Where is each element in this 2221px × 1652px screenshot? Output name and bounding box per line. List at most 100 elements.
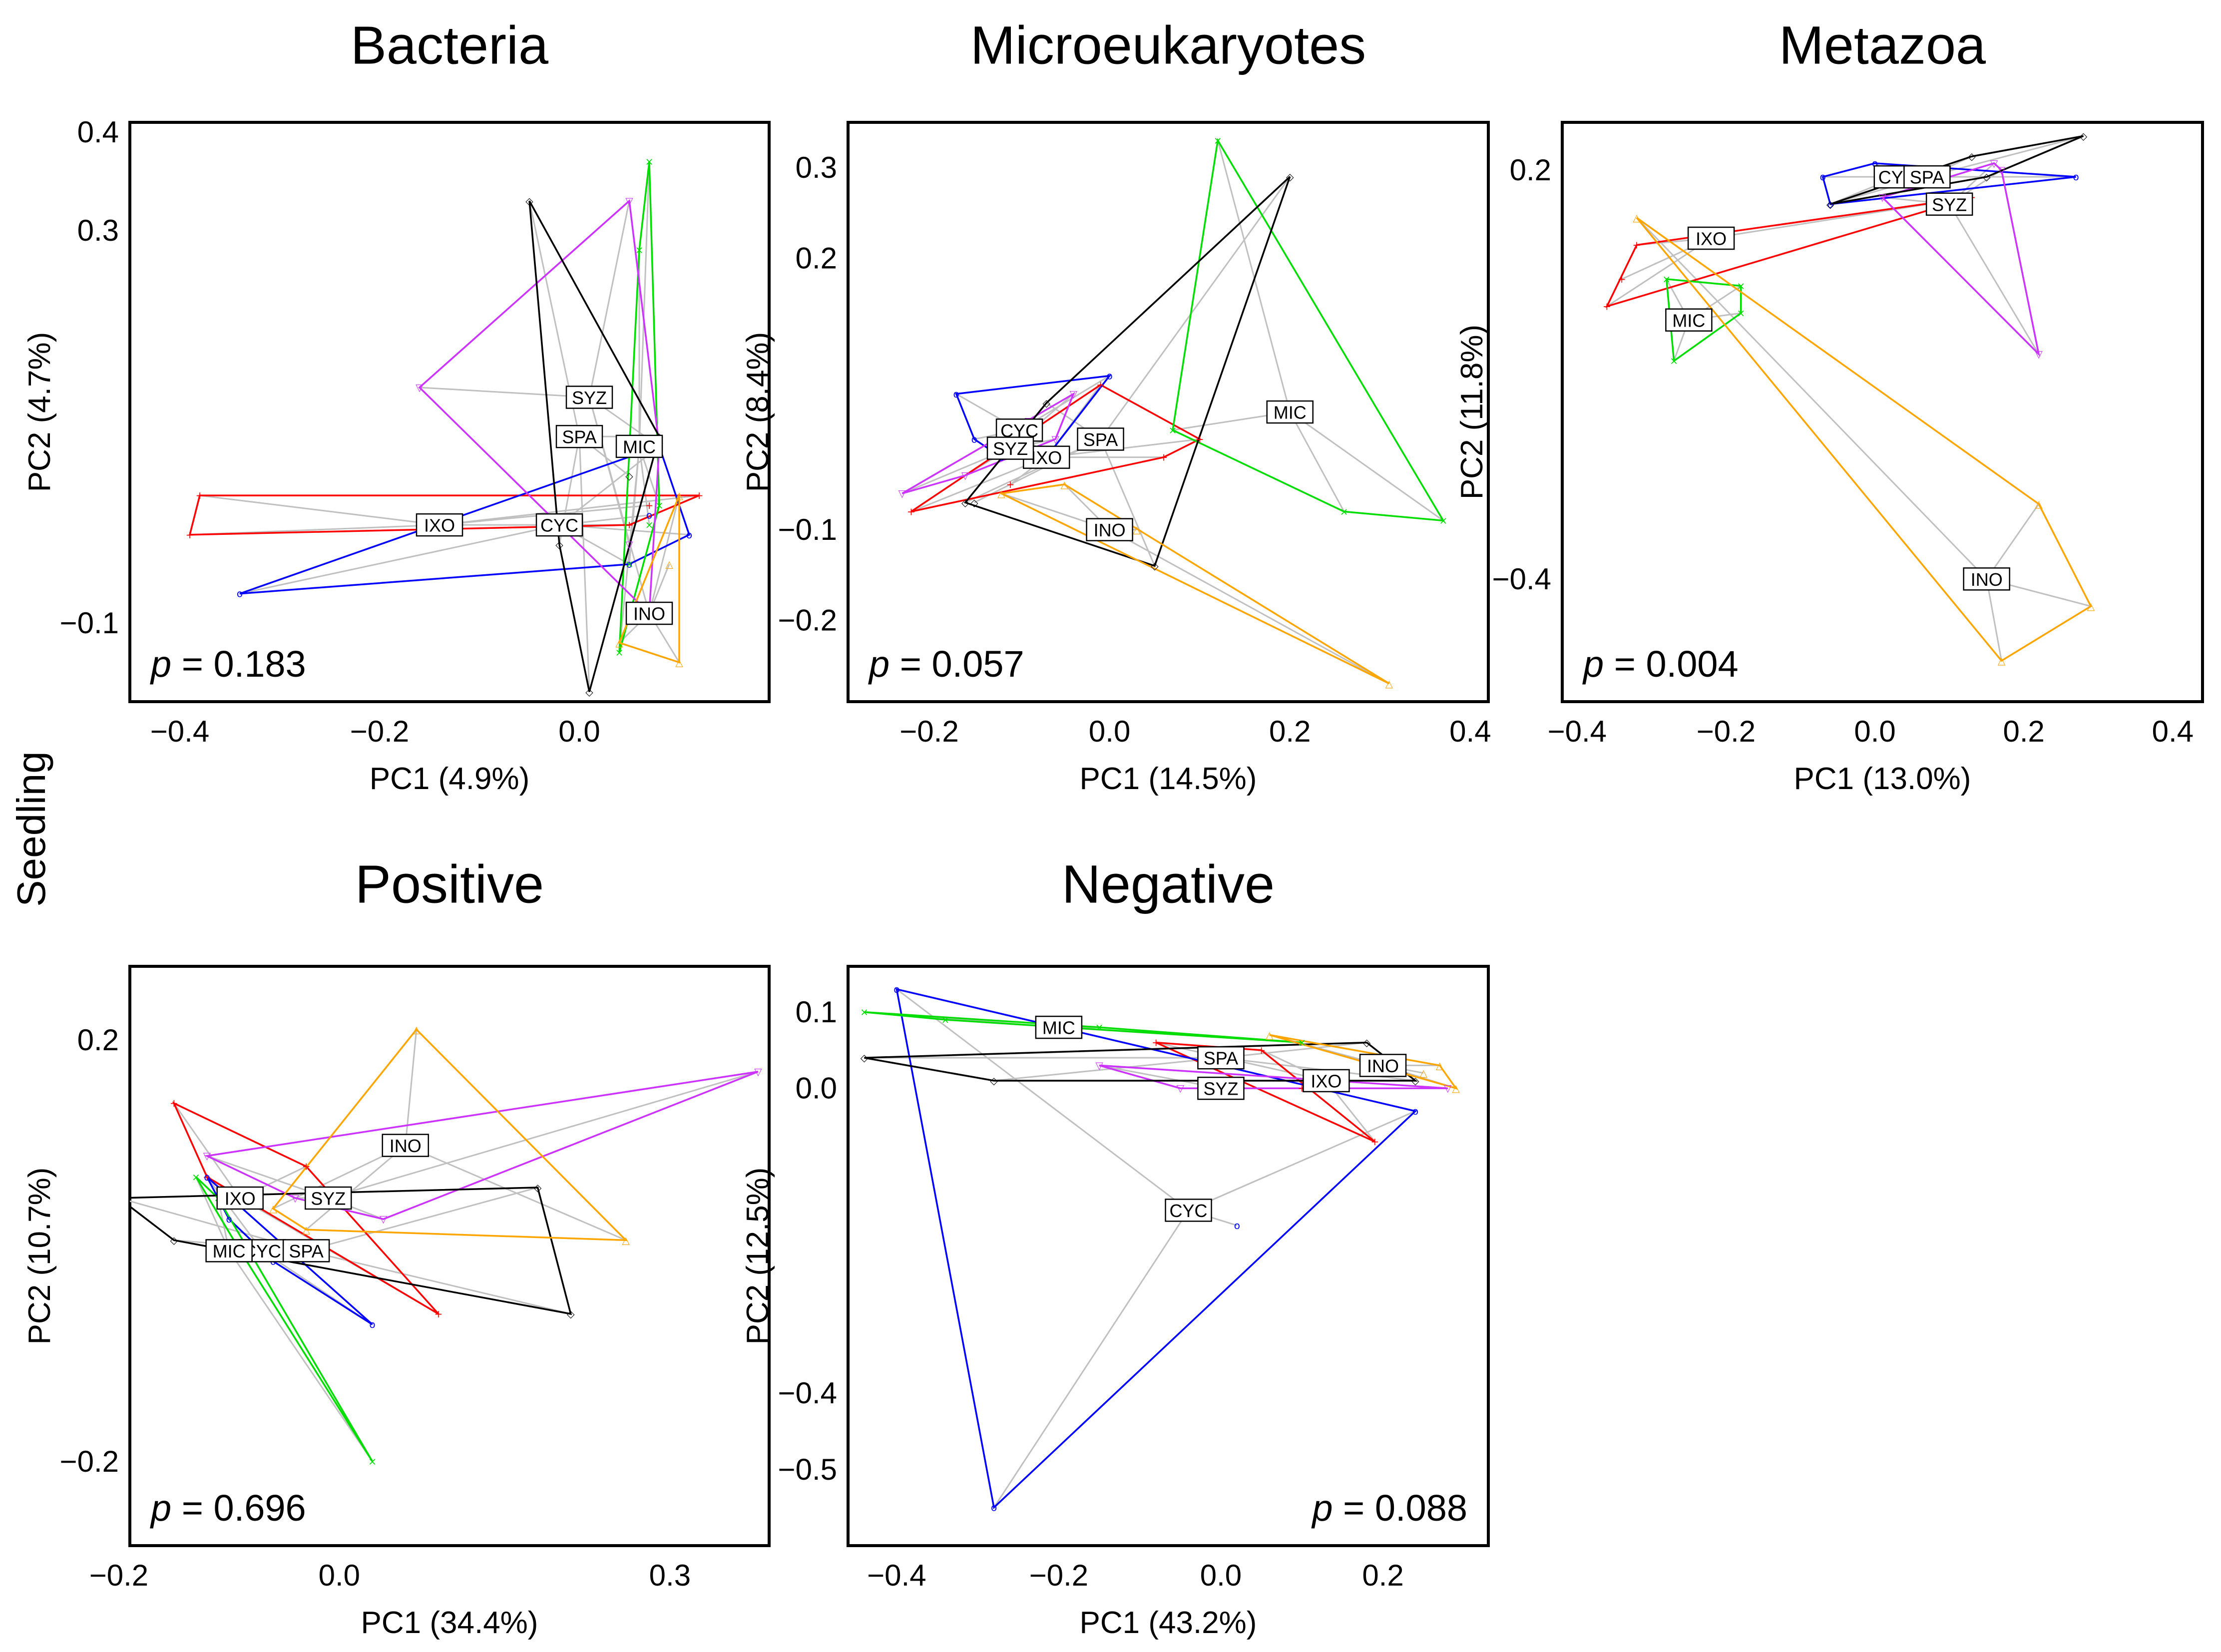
hull-ino xyxy=(998,483,1390,685)
chart-panel-positive: Positive++++oooo××××▽▽▽▽◇◇◇◇△△△△IXOCYCMI… xyxy=(22,854,771,1640)
x-tick-label: 0.0 xyxy=(1200,1559,1242,1592)
y-tick-label: 0.2 xyxy=(1510,153,1551,187)
point-cyc: o xyxy=(2073,171,2079,183)
p-value: = 0.696 xyxy=(171,1487,306,1529)
spider-line-cyc xyxy=(1188,1110,1416,1211)
point-ixo: + xyxy=(1096,379,1105,391)
x-tick-label: 0.2 xyxy=(1362,1559,1403,1592)
point-ino: △ xyxy=(675,656,683,668)
spider-line-mic xyxy=(195,1177,230,1251)
x-tick-label: 0.2 xyxy=(1269,715,1311,748)
spider-line-ino xyxy=(648,495,680,614)
group-label-mic: MIC xyxy=(1042,1018,1075,1038)
hull-ixo xyxy=(172,1101,440,1315)
hull-ino xyxy=(1636,217,2092,662)
point-syz: ▽ xyxy=(1998,164,2006,176)
spider-line-spa xyxy=(306,1187,538,1251)
point-syz: ▽ xyxy=(1070,388,1078,400)
point-ino: △ xyxy=(1419,1067,1427,1079)
plot-area: +++++ooooo××××▽▽▽▽▽◇◇◇◇◇△△△△IXOCYCMICSYZ… xyxy=(898,134,1447,690)
point-spa: ◇ xyxy=(534,1182,542,1194)
x-tick-label: −0.2 xyxy=(1697,715,1756,748)
hull-ino xyxy=(272,1028,628,1241)
point-mic: × xyxy=(645,519,654,531)
group-label-ixo: IXO xyxy=(225,1189,256,1209)
point-ino: △ xyxy=(997,487,1005,499)
point-ino: △ xyxy=(665,558,673,570)
group-label-box-ino xyxy=(1963,567,2010,591)
point-spa: ◇ xyxy=(2080,130,2088,142)
p-value-label: p = 0.183 xyxy=(150,643,306,685)
point-spa: ◇ xyxy=(115,1192,123,1204)
point-cyc: o xyxy=(1820,171,1826,183)
group-label-syz: SYZ xyxy=(1203,1079,1238,1099)
point-ino: △ xyxy=(1633,212,1641,224)
point-syz: ▽ xyxy=(1444,1082,1452,1094)
spider-line-ino xyxy=(1109,529,1390,685)
x-axis-label: PC1 (34.4%) xyxy=(361,1606,538,1640)
plot-frame xyxy=(1561,121,2204,703)
group-label-ino: INO xyxy=(390,1136,422,1156)
point-cyc: o xyxy=(1234,1220,1240,1232)
point-spa: ◇ xyxy=(1983,171,1991,183)
hull-mic xyxy=(1665,278,1742,363)
chart-title: Negative xyxy=(1062,854,1275,914)
chart-title: Bacteria xyxy=(351,15,549,75)
spider-line-mic xyxy=(1289,412,1345,512)
spider-line-ixo xyxy=(173,1103,241,1199)
group-label-box-ino xyxy=(625,601,673,625)
point-spa: ◇ xyxy=(1043,397,1051,409)
point-spa: ◇ xyxy=(625,470,633,482)
p-symbol: p xyxy=(1582,643,1604,685)
plot-frame xyxy=(847,121,1490,703)
point-ino: △ xyxy=(413,1024,421,1036)
point-ino: △ xyxy=(675,489,683,501)
hull-spa xyxy=(963,176,1291,567)
point-ino: △ xyxy=(1452,1082,1460,1094)
spider-line-mic xyxy=(618,446,640,653)
group-label-mic: MIC xyxy=(1274,403,1307,423)
chart-panel-negative: Negative++++oooo××××▽▽▽▽◇◇◇◇△△△△IXOCYCMI… xyxy=(741,854,1490,1640)
hull-spa xyxy=(528,200,660,692)
x-tick-label: −0.2 xyxy=(899,715,958,748)
spider-line-cyc xyxy=(239,524,560,595)
point-cyc: o xyxy=(1827,198,1833,210)
group-label-ixo: IXO xyxy=(1031,447,1062,468)
group-label-box-ixo xyxy=(1303,1069,1350,1093)
spider-line-ixo xyxy=(199,494,440,526)
group-label-cyc: CYC xyxy=(540,515,578,536)
group-label-cyc: CYC xyxy=(1170,1201,1208,1221)
point-mic: × xyxy=(1737,307,1745,319)
y-tick-label: 0.2 xyxy=(77,1023,119,1057)
y-tick-label: −0.4 xyxy=(1492,562,1551,596)
group-label-ino: INO xyxy=(633,604,665,624)
y-tick-label: 0.0 xyxy=(796,1072,837,1105)
x-tick-label: −0.4 xyxy=(150,715,209,748)
group-label-box-spa xyxy=(1077,427,1124,451)
group-label-ixo: IXO xyxy=(1311,1071,1341,1091)
point-ixo: + xyxy=(302,1161,311,1173)
point-ixo: + xyxy=(625,519,634,531)
p-value: = 0.004 xyxy=(1604,643,1739,685)
group-label-mic: MIC xyxy=(1672,310,1705,331)
x-axis-label: PC1 (14.5%) xyxy=(1080,762,1257,796)
spider-line-ino xyxy=(1636,217,1987,580)
point-cyc: o xyxy=(893,983,899,995)
point-spa: ◇ xyxy=(1968,150,1976,162)
point-mic: × xyxy=(1169,424,1177,436)
group-label-box-mic xyxy=(1266,400,1314,424)
hull-mic xyxy=(864,1011,1302,1044)
point-syz: ▽ xyxy=(754,1066,762,1078)
point-spa: ◇ xyxy=(585,686,593,698)
spider-line-ino xyxy=(1986,503,2040,580)
y-tick-label: −0.1 xyxy=(60,606,119,640)
x-tick-label: −0.2 xyxy=(89,1559,148,1592)
group-label-syz: SYZ xyxy=(572,388,607,408)
group-label-spa: SPA xyxy=(289,1241,323,1261)
x-tick-label: −0.4 xyxy=(1548,715,1607,748)
spider-line-mic xyxy=(228,1250,373,1462)
point-mic: × xyxy=(625,558,634,570)
group-label-box-ixo xyxy=(216,1186,264,1210)
group-label-box-spa xyxy=(282,1239,330,1262)
group-label-mic: MIC xyxy=(213,1241,246,1261)
